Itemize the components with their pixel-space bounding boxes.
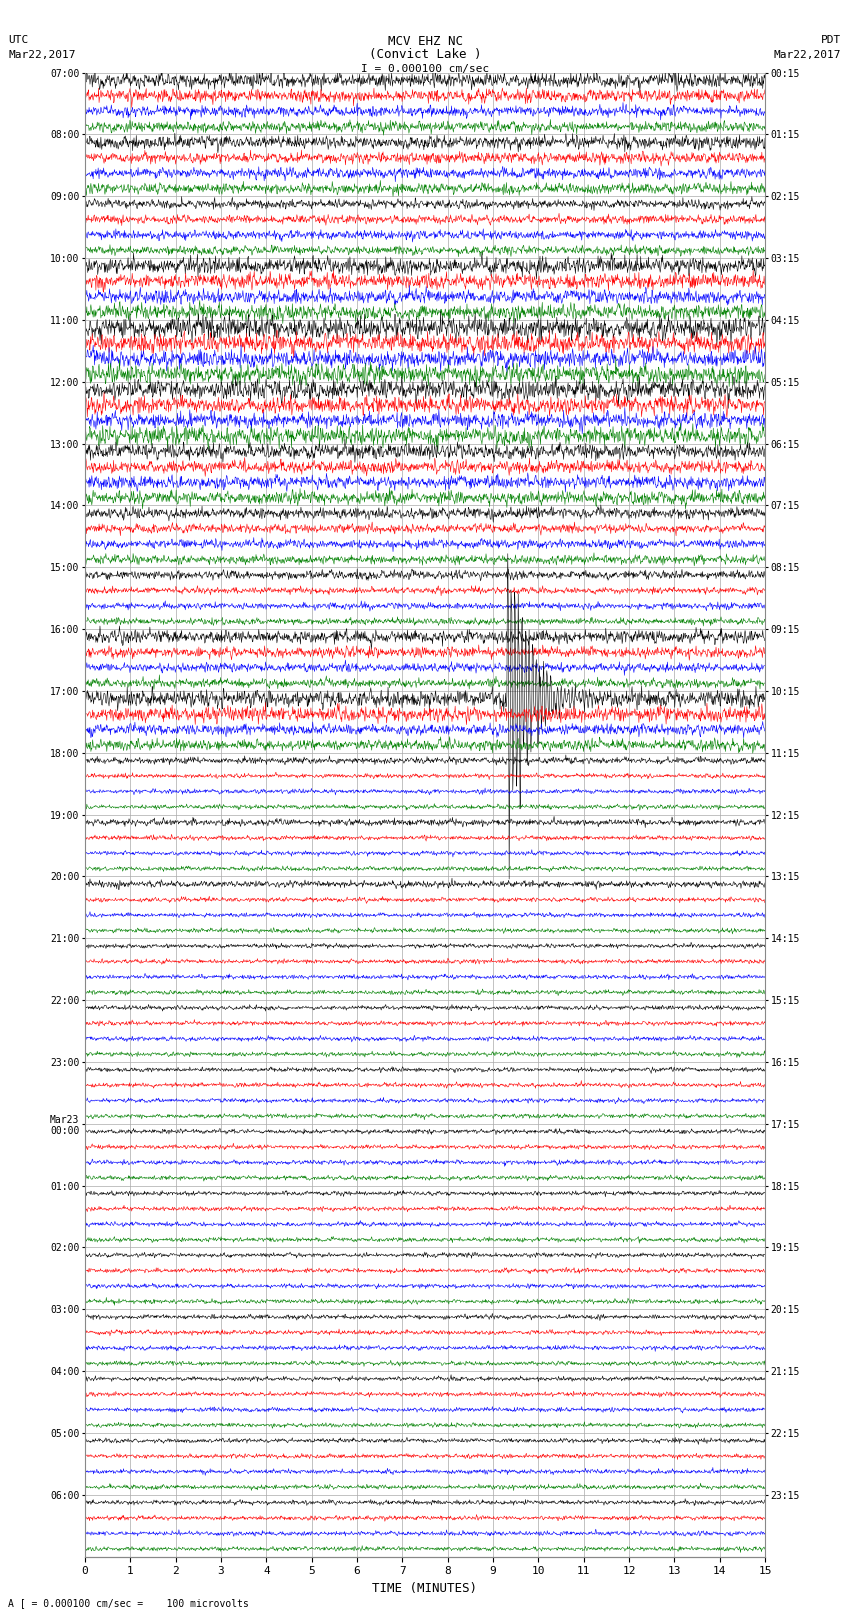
Text: Mar22,2017: Mar22,2017 bbox=[774, 50, 842, 60]
Text: PDT: PDT bbox=[821, 35, 842, 45]
Text: (Convict Lake ): (Convict Lake ) bbox=[369, 48, 481, 61]
Text: A [ = 0.000100 cm/sec =    100 microvolts: A [ = 0.000100 cm/sec = 100 microvolts bbox=[8, 1598, 249, 1608]
Text: UTC: UTC bbox=[8, 35, 29, 45]
X-axis label: TIME (MINUTES): TIME (MINUTES) bbox=[372, 1582, 478, 1595]
Text: I = 0.000100 cm/sec: I = 0.000100 cm/sec bbox=[361, 65, 489, 74]
Text: MCV EHZ NC: MCV EHZ NC bbox=[388, 35, 462, 48]
Text: Mar22,2017: Mar22,2017 bbox=[8, 50, 76, 60]
